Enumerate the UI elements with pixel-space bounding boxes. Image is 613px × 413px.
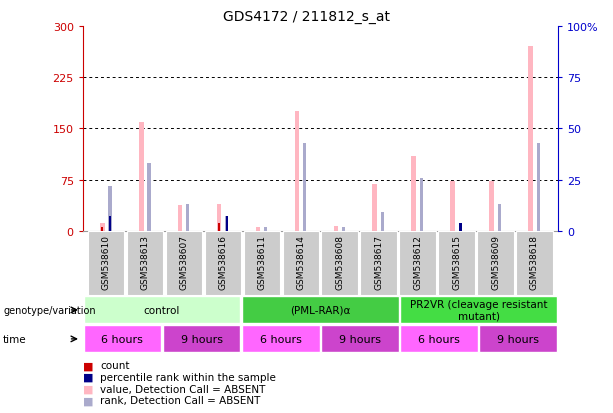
Bar — [83, 325, 161, 353]
Text: GSM538610: GSM538610 — [102, 235, 110, 290]
Text: (PML-RAR)α: (PML-RAR)α — [290, 305, 351, 315]
Text: GSM538616: GSM538616 — [218, 235, 227, 290]
Bar — [342, 227, 345, 231]
Bar — [218, 223, 220, 231]
Text: GSM538607: GSM538607 — [180, 235, 189, 290]
Text: GSM538611: GSM538611 — [257, 235, 267, 290]
Text: time: time — [3, 334, 27, 344]
Text: GSM538614: GSM538614 — [296, 235, 305, 289]
Text: GSM538615: GSM538615 — [452, 235, 461, 290]
Bar — [256, 228, 261, 231]
Bar — [400, 297, 557, 324]
Bar — [321, 231, 358, 295]
Bar — [479, 325, 557, 353]
Bar — [186, 205, 189, 231]
Bar — [178, 205, 183, 231]
Bar — [498, 205, 501, 231]
Bar — [459, 223, 462, 231]
Bar — [166, 231, 202, 295]
Bar — [459, 223, 462, 231]
Bar — [451, 182, 455, 231]
Bar — [127, 231, 163, 295]
Bar — [303, 143, 306, 231]
Text: GSM538617: GSM538617 — [374, 235, 383, 290]
Text: GSM538612: GSM538612 — [413, 235, 422, 289]
Bar — [438, 231, 475, 295]
Text: ■: ■ — [83, 384, 93, 394]
Text: genotype/variation: genotype/variation — [3, 305, 96, 315]
Text: GDS4172 / 211812_s_at: GDS4172 / 211812_s_at — [223, 10, 390, 24]
Bar — [420, 178, 423, 231]
Text: 6 hours: 6 hours — [260, 334, 302, 344]
Bar — [205, 231, 242, 295]
Bar — [333, 226, 338, 231]
Text: GSM538609: GSM538609 — [491, 235, 500, 290]
Bar — [100, 223, 105, 231]
Text: ■: ■ — [83, 395, 93, 405]
Text: control: control — [143, 305, 180, 315]
Bar — [264, 227, 267, 231]
Text: 9 hours: 9 hours — [180, 334, 223, 344]
Bar — [147, 164, 151, 231]
Bar — [399, 231, 436, 295]
Bar — [243, 231, 280, 295]
Bar — [537, 143, 540, 231]
Bar — [83, 297, 240, 324]
Bar — [139, 122, 143, 231]
Bar — [226, 217, 229, 231]
Bar — [242, 297, 398, 324]
Text: percentile rank within the sample: percentile rank within the sample — [100, 372, 276, 382]
Text: value, Detection Call = ABSENT: value, Detection Call = ABSENT — [100, 384, 265, 394]
Text: GSM538608: GSM538608 — [335, 235, 345, 290]
Text: 6 hours: 6 hours — [418, 334, 460, 344]
Text: 9 hours: 9 hours — [497, 334, 539, 344]
Text: ■: ■ — [83, 372, 93, 382]
Text: PR2VR (cleavage resistant
mutant): PR2VR (cleavage resistant mutant) — [410, 299, 547, 321]
Bar — [242, 325, 319, 353]
Text: rank, Detection Call = ABSENT: rank, Detection Call = ABSENT — [100, 395, 261, 405]
Bar — [478, 231, 514, 295]
Bar — [101, 228, 104, 231]
Bar — [516, 231, 553, 295]
Text: 6 hours: 6 hours — [101, 334, 143, 344]
Bar — [373, 185, 377, 231]
Bar — [162, 325, 240, 353]
Text: GSM538618: GSM538618 — [530, 235, 539, 290]
Bar — [283, 231, 319, 295]
Text: ■: ■ — [83, 361, 93, 370]
Text: 9 hours: 9 hours — [339, 334, 381, 344]
Bar — [381, 213, 384, 231]
Bar — [360, 231, 397, 295]
Bar — [411, 156, 416, 231]
Bar — [295, 112, 299, 231]
Bar — [400, 325, 478, 353]
Bar — [528, 47, 533, 231]
Bar — [109, 186, 112, 231]
Text: count: count — [100, 361, 129, 370]
Bar — [217, 204, 221, 231]
Bar — [88, 231, 124, 295]
Bar — [109, 217, 111, 231]
Bar — [226, 217, 228, 231]
Text: GSM538613: GSM538613 — [140, 235, 150, 290]
Bar — [489, 182, 494, 231]
Bar — [321, 325, 398, 353]
